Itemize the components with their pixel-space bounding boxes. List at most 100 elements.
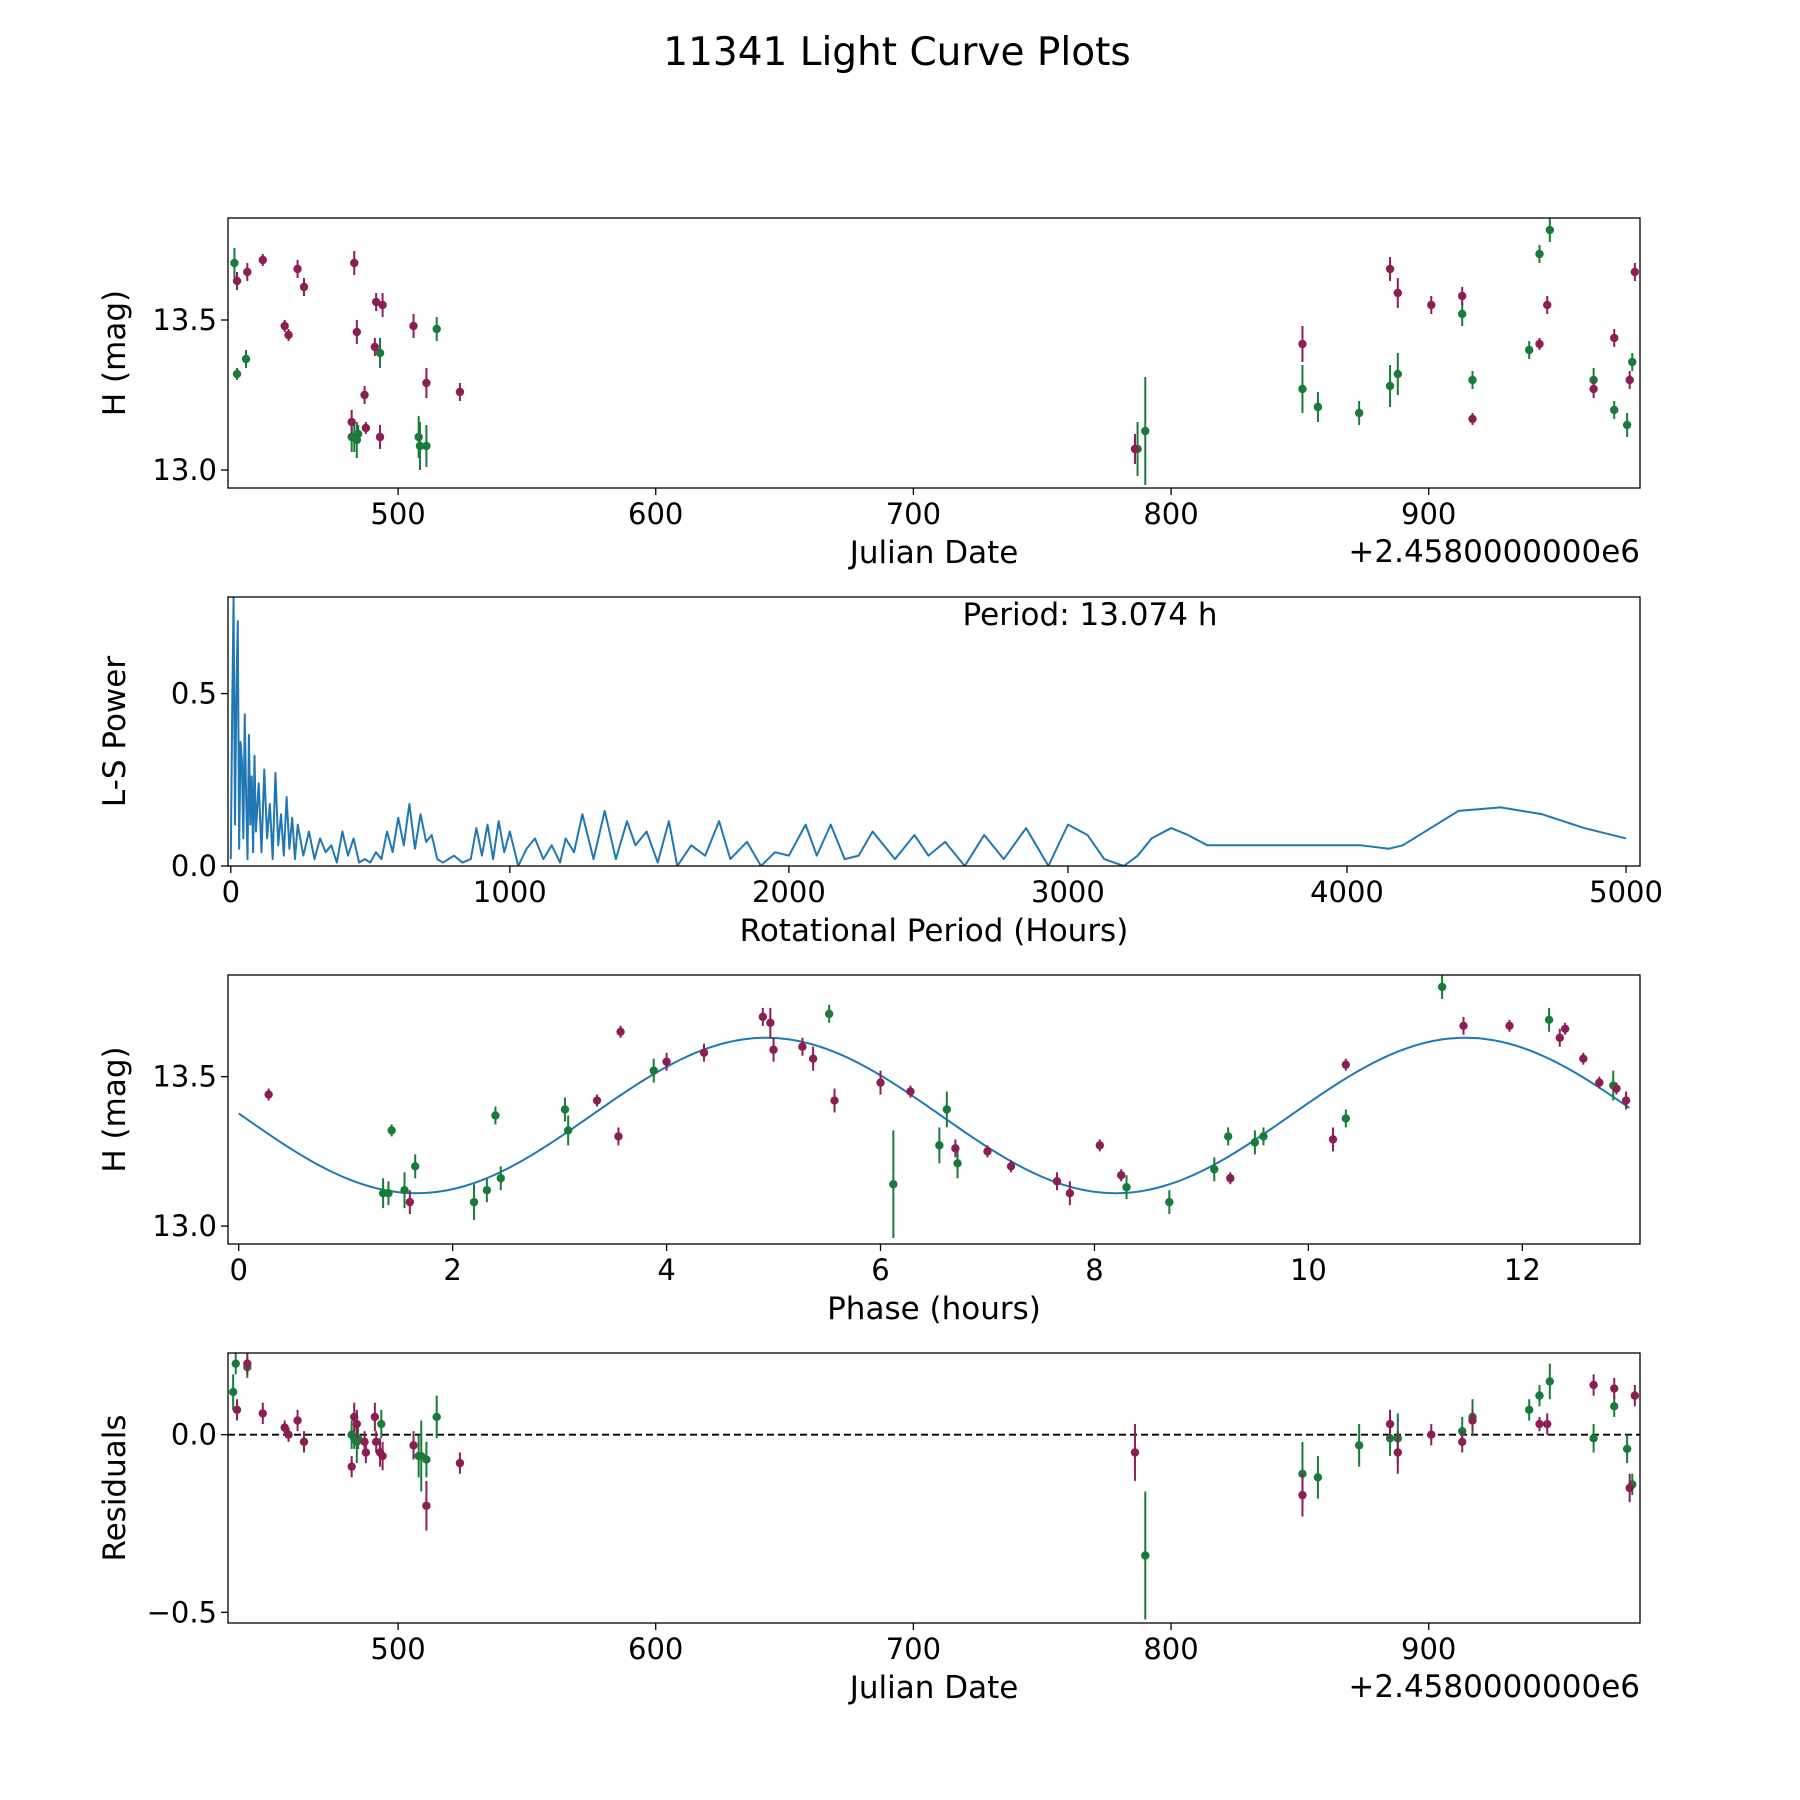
periodogram-period-annotation: Period: 13.074 h xyxy=(963,597,1218,633)
phase-folded-marker xyxy=(1505,1021,1514,1031)
residuals-frame xyxy=(227,1352,1641,1624)
phase-folded-point-maroon xyxy=(1095,1139,1105,1152)
residuals-x-tick-label: 500 xyxy=(370,1632,425,1666)
periodogram-y-tick-label: 0.5 xyxy=(171,677,217,711)
residuals-x-tick-label: 600 xyxy=(628,1632,683,1666)
phase-folded-marker xyxy=(560,1105,570,1114)
light-curve-marker xyxy=(1628,357,1637,367)
light-curve-marker xyxy=(409,321,418,331)
light-curve-x-offset-label: +2.4580000000e6 xyxy=(1348,534,1640,570)
phase-folded-marker xyxy=(1006,1162,1016,1171)
phase-folded-point-green xyxy=(889,1130,898,1239)
phase-folded-marker xyxy=(1328,1135,1338,1144)
light-curve-marker xyxy=(352,327,362,337)
light-curve-marker xyxy=(360,390,369,400)
light-curve-point-maroon xyxy=(1385,257,1395,281)
light-curve-point-green xyxy=(1313,392,1323,422)
residuals-point-maroon xyxy=(1610,1377,1619,1400)
phase-folded-point-maroon xyxy=(830,1088,839,1113)
light-curve-point-green xyxy=(432,317,441,341)
residuals-marker xyxy=(1427,1430,1436,1439)
phase-folded-marker xyxy=(384,1188,393,1198)
light-curve-marker xyxy=(378,300,387,310)
light-curve-marker xyxy=(422,378,431,388)
phase-folded-marker xyxy=(769,1045,778,1054)
phase-folded-point-green xyxy=(1165,1190,1174,1215)
light-curve-x-axis-label: Julian Date xyxy=(848,535,1019,571)
phase-folded-marker xyxy=(662,1057,671,1066)
residuals-marker xyxy=(1313,1473,1323,1482)
periodogram-power-line xyxy=(229,597,1627,866)
periodogram-x-tick-label: 0 xyxy=(222,875,240,909)
phase-folded-point-green xyxy=(496,1166,505,1191)
phase-folded-x-tick-label: 6 xyxy=(871,1253,889,1287)
phase-folded-marker xyxy=(758,1012,768,1022)
light-curve-marker xyxy=(1385,264,1395,274)
phase-folded-y-axis-label: H (mag) xyxy=(97,1046,133,1172)
light-curve-point-green xyxy=(415,422,425,470)
light-curve-marker xyxy=(371,297,381,307)
phase-folded-point-maroon xyxy=(1579,1052,1588,1065)
residuals-y-axis-label: Residuals xyxy=(97,1414,133,1561)
light-curve-x-tick-label: 800 xyxy=(1143,497,1198,531)
residuals-x-offset-label: +2.4580000000e6 xyxy=(1348,1669,1640,1705)
light-curve-point-maroon xyxy=(1625,371,1634,389)
residuals-marker xyxy=(1535,1419,1544,1429)
phase-folded-marker xyxy=(1612,1084,1621,1093)
phase-folded-marker xyxy=(766,1018,775,1028)
phase-folded-marker xyxy=(1095,1141,1105,1150)
phase-folded-point-maroon xyxy=(1006,1160,1016,1173)
light-curve-point-maroon xyxy=(1393,278,1402,308)
residuals-point-green xyxy=(1354,1424,1364,1467)
phase-folded-point-maroon xyxy=(1595,1076,1604,1089)
phase-folded-marker xyxy=(1122,1183,1131,1192)
light-curve-marker xyxy=(1130,444,1140,454)
phase-folded-marker xyxy=(824,1009,834,1019)
phase-folded-point-green xyxy=(1122,1175,1131,1200)
residuals-point-maroon xyxy=(1130,1424,1140,1481)
residuals-plot-area xyxy=(228,1353,1640,1620)
light-curve-marker xyxy=(1535,249,1544,259)
phase-folded-marker xyxy=(482,1186,492,1195)
phase-folded-point-maroon xyxy=(798,1037,807,1056)
phase-folded-marker xyxy=(496,1174,505,1183)
light-curve-y-tick-label: 13.5 xyxy=(152,303,217,337)
residuals-x-tick-label: 800 xyxy=(1143,1632,1198,1666)
light-curve-point-maroon xyxy=(284,329,293,341)
phase-folded-point-maroon xyxy=(405,1190,415,1215)
phase-folded-marker xyxy=(1341,1114,1351,1123)
light-curve-y-axis-label: H (mag) xyxy=(97,290,133,416)
residuals-marker xyxy=(1385,1419,1395,1429)
light-curve-point-maroon xyxy=(258,254,267,266)
phase-folded-point-maroon xyxy=(1341,1058,1351,1071)
light-curve-marker xyxy=(375,348,385,358)
periodogram-x-tick-label: 2000 xyxy=(752,875,826,909)
periodogram-y-tick-label: 0.0 xyxy=(171,849,217,883)
phase-folded-point-maroon xyxy=(1052,1172,1062,1191)
phase-folded-marker xyxy=(614,1132,623,1141)
light-curve-point-green xyxy=(1393,353,1402,395)
residuals-marker xyxy=(293,1416,302,1425)
residuals-marker xyxy=(231,1359,240,1368)
light-curve-point-maroon xyxy=(1298,326,1307,362)
light-curve-marker xyxy=(1298,384,1307,394)
phase-folded-point-maroon xyxy=(662,1052,671,1071)
light-curve-marker xyxy=(432,324,441,334)
light-curve-marker xyxy=(1535,339,1544,349)
light-curve-marker xyxy=(455,387,465,397)
light-curve-marker xyxy=(361,423,371,433)
light-curve-marker xyxy=(299,282,309,292)
residuals-marker xyxy=(360,1437,369,1447)
phase-folded-point-green xyxy=(953,1148,962,1179)
phase-folded-marker xyxy=(410,1162,420,1171)
light-curve-marker xyxy=(293,264,302,274)
residuals-point-green xyxy=(231,1353,240,1375)
periodogram-x-tick-label: 1000 xyxy=(473,875,547,909)
light-curve-marker xyxy=(1468,414,1477,424)
residuals-point-maroon xyxy=(1427,1424,1436,1446)
light-curve-marker xyxy=(230,258,239,268)
light-curve-point-green xyxy=(1610,401,1619,419)
residuals-x-tick-label: 900 xyxy=(1401,1632,1456,1666)
light-curve-point-green xyxy=(1468,371,1477,389)
residuals-point-maroon xyxy=(280,1420,289,1435)
